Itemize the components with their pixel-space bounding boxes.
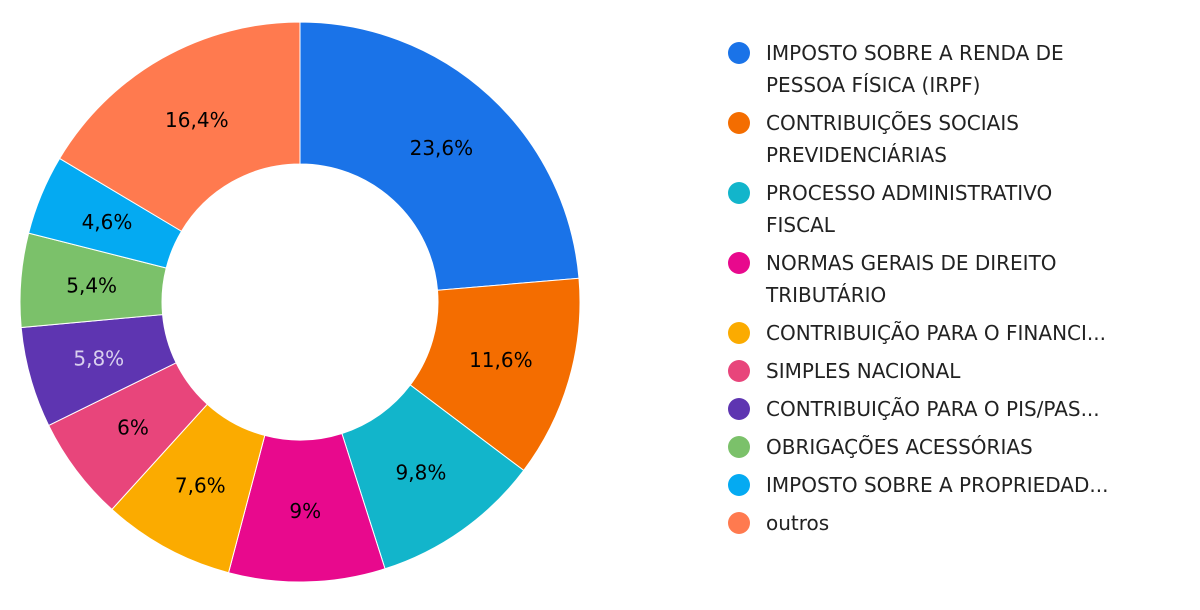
legend-item-9: IMPOSTO SOBRE A PROPRIEDAD... — [728, 469, 1188, 501]
legend-swatch-icon — [728, 322, 750, 344]
legend-item-6: SIMPLES NACIONAL — [728, 355, 1188, 387]
legend-label: PESSOA FÍSICA (IRPF) — [766, 73, 981, 97]
legend-label: IMPOSTO SOBRE A RENDA DE — [766, 41, 1064, 65]
legend-swatch-icon — [728, 252, 750, 274]
slice-value-label-3: 9,8% — [396, 460, 447, 484]
slice-value-label-2: 11,6% — [469, 348, 533, 372]
legend-swatch-icon — [728, 182, 750, 204]
legend-swatch-icon — [728, 512, 750, 534]
legend-label: IMPOSTO SOBRE A PROPRIEDAD... — [766, 473, 1109, 497]
slice-value-label-1: 23,6% — [410, 136, 474, 160]
legend-item-8: OBRIGAÇÕES ACESSÓRIAS — [728, 431, 1188, 463]
legend-label: PREVIDENCIÁRIAS — [766, 143, 947, 167]
chart-legend: IMPOSTO SOBRE A RENDA DE PESSOA FÍSICA (I… — [728, 37, 1188, 545]
legend-item-2: CONTRIBUIÇÕES SOCIAIS PREVIDENCIÁRIAS — [728, 107, 1188, 171]
legend-label: SIMPLES NACIONAL — [766, 359, 961, 383]
legend-label: CONTRIBUIÇÃO PARA O FINANCI... — [766, 321, 1106, 345]
legend-swatch-icon — [728, 436, 750, 458]
legend-item-3: PROCESSO ADMINISTRATIVO FISCAL — [728, 177, 1188, 241]
legend-label: NORMAS GERAIS DE DIREITO — [766, 251, 1057, 275]
legend-item-5: CONTRIBUIÇÃO PARA O FINANCI... — [728, 317, 1188, 349]
legend-swatch-icon — [728, 474, 750, 496]
slice-value-label-5: 7,6% — [175, 474, 226, 498]
legend-label: CONTRIBUIÇÕES SOCIAIS — [766, 111, 1019, 135]
slice-value-label-4: 9% — [289, 499, 321, 523]
legend-label: OBRIGAÇÕES ACESSÓRIAS — [766, 435, 1033, 459]
legend-item-10: outros — [728, 507, 1188, 539]
legend-swatch-icon — [728, 42, 750, 64]
legend-label: outros — [766, 511, 830, 535]
legend-label: CONTRIBUIÇÃO PARA O PIS/PAS... — [766, 397, 1100, 421]
legend-swatch-icon — [728, 360, 750, 382]
legend-item-4: NORMAS GERAIS DE DIREITO TRIBUTÁRIO — [728, 247, 1188, 311]
legend-item-7: CONTRIBUIÇÃO PARA O PIS/PAS... — [728, 393, 1188, 425]
donut-slice-1 — [299, 21, 580, 291]
slice-value-label-7: 5,8% — [73, 347, 124, 371]
donut-chart-svg: 23,6% 11,6% 9,8% 9% 7,6% 6% 5,8% 5,4% 4,6% 16,4% — [19, 21, 581, 583]
legend-item-1: IMPOSTO SOBRE A RENDA DE PESSOA FÍSICA (I… — [728, 37, 1188, 101]
slice-value-label-9: 4,6% — [82, 210, 133, 234]
donut-slice-10 — [58, 21, 301, 232]
slice-value-label-8: 5,4% — [66, 274, 117, 298]
legend-label: TRIBUTÁRIO — [766, 283, 887, 307]
legend-label: FISCAL — [766, 213, 835, 237]
legend-swatch-icon — [728, 398, 750, 420]
legend-swatch-icon — [728, 112, 750, 134]
slice-value-label-10: 16,4% — [165, 108, 229, 132]
legend-label: PROCESSO ADMINISTRATIVO — [766, 181, 1053, 205]
slice-value-label-6: 6% — [117, 416, 149, 440]
